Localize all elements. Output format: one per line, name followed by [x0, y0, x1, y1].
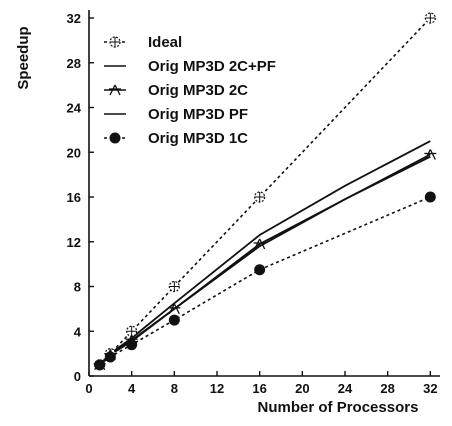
y-tick-label: 16 [67, 190, 81, 205]
y-tick-label: 0 [74, 369, 81, 384]
y-tick-label: 4 [74, 324, 82, 339]
data-point-0-3 [168, 280, 180, 293]
tick-marks [88, 17, 432, 377]
x-tick-label: 28 [380, 381, 394, 396]
y-tick-label: 12 [67, 235, 81, 250]
axes [88, 10, 440, 377]
data-point-2-4 [253, 238, 266, 250]
marker-layer [93, 12, 437, 371]
x-tick-label: 20 [295, 381, 309, 396]
legend-label-4: Orig MP3D 1C [148, 130, 248, 147]
legend-label-0: Ideal [148, 34, 182, 51]
series-line-3 [99, 155, 431, 366]
marker-leg [429, 149, 436, 160]
legend-marker-4 [109, 132, 121, 144]
data-point-2-5 [424, 149, 437, 160]
y-axis-label: Speedup [15, 26, 32, 89]
y-tick-label: 28 [67, 56, 81, 71]
marker-leg [168, 303, 175, 315]
x-tick-label: 8 [171, 381, 178, 396]
y-tick-label: 8 [74, 280, 81, 295]
data-point-4-3 [168, 314, 180, 326]
legend-marker-2 [109, 84, 121, 96]
data-point-4-4 [254, 264, 266, 276]
y-tick-label: 24 [67, 101, 82, 116]
series-line-1 [99, 140, 431, 366]
legend-label-3: Orig MP3D PF [148, 106, 248, 123]
tick-labels: 0 4 8 12 16 20 24 28 32 0 4 8 12 16 20 24 28 32 [67, 11, 438, 396]
series-line-4 [99, 196, 431, 366]
y-tick-label: 20 [67, 145, 81, 160]
data-point-0-2 [126, 325, 138, 337]
data-point-0-5 [424, 12, 436, 24]
data-point-4-1 [104, 351, 116, 363]
legend-marker-0 [109, 36, 121, 48]
marker-leg [173, 303, 180, 315]
marker-leg [114, 84, 121, 96]
x-axis-label: Number of Processors [258, 399, 419, 416]
data-point-2-3 [168, 303, 181, 315]
marker-leg [109, 84, 116, 96]
x-tick-label: 0 [85, 381, 92, 396]
marker-leg [424, 149, 431, 160]
data-point-4-0 [94, 359, 106, 371]
x-tick-label: 4 [128, 381, 136, 396]
series-line-2 [99, 153, 431, 366]
x-tick-label: 32 [423, 381, 437, 396]
data-point-4-2 [126, 339, 138, 351]
x-tick-label: 12 [210, 381, 224, 396]
y-tick-label: 32 [67, 11, 81, 26]
data-point-4-5 [424, 191, 436, 203]
marker-leg [254, 238, 261, 250]
x-tick-label: 24 [338, 381, 353, 396]
marker-leg [259, 238, 266, 250]
x-tick-label: 16 [252, 381, 266, 396]
data-point-0-4 [254, 191, 266, 203]
legend: Ideal Orig MP3D 2C+PF Orig MP3D 2C Orig MP3… [104, 34, 276, 147]
legend-label-2: Orig MP3D 2C [148, 82, 248, 99]
legend-label-1: Orig MP3D 2C+PF [148, 58, 276, 75]
